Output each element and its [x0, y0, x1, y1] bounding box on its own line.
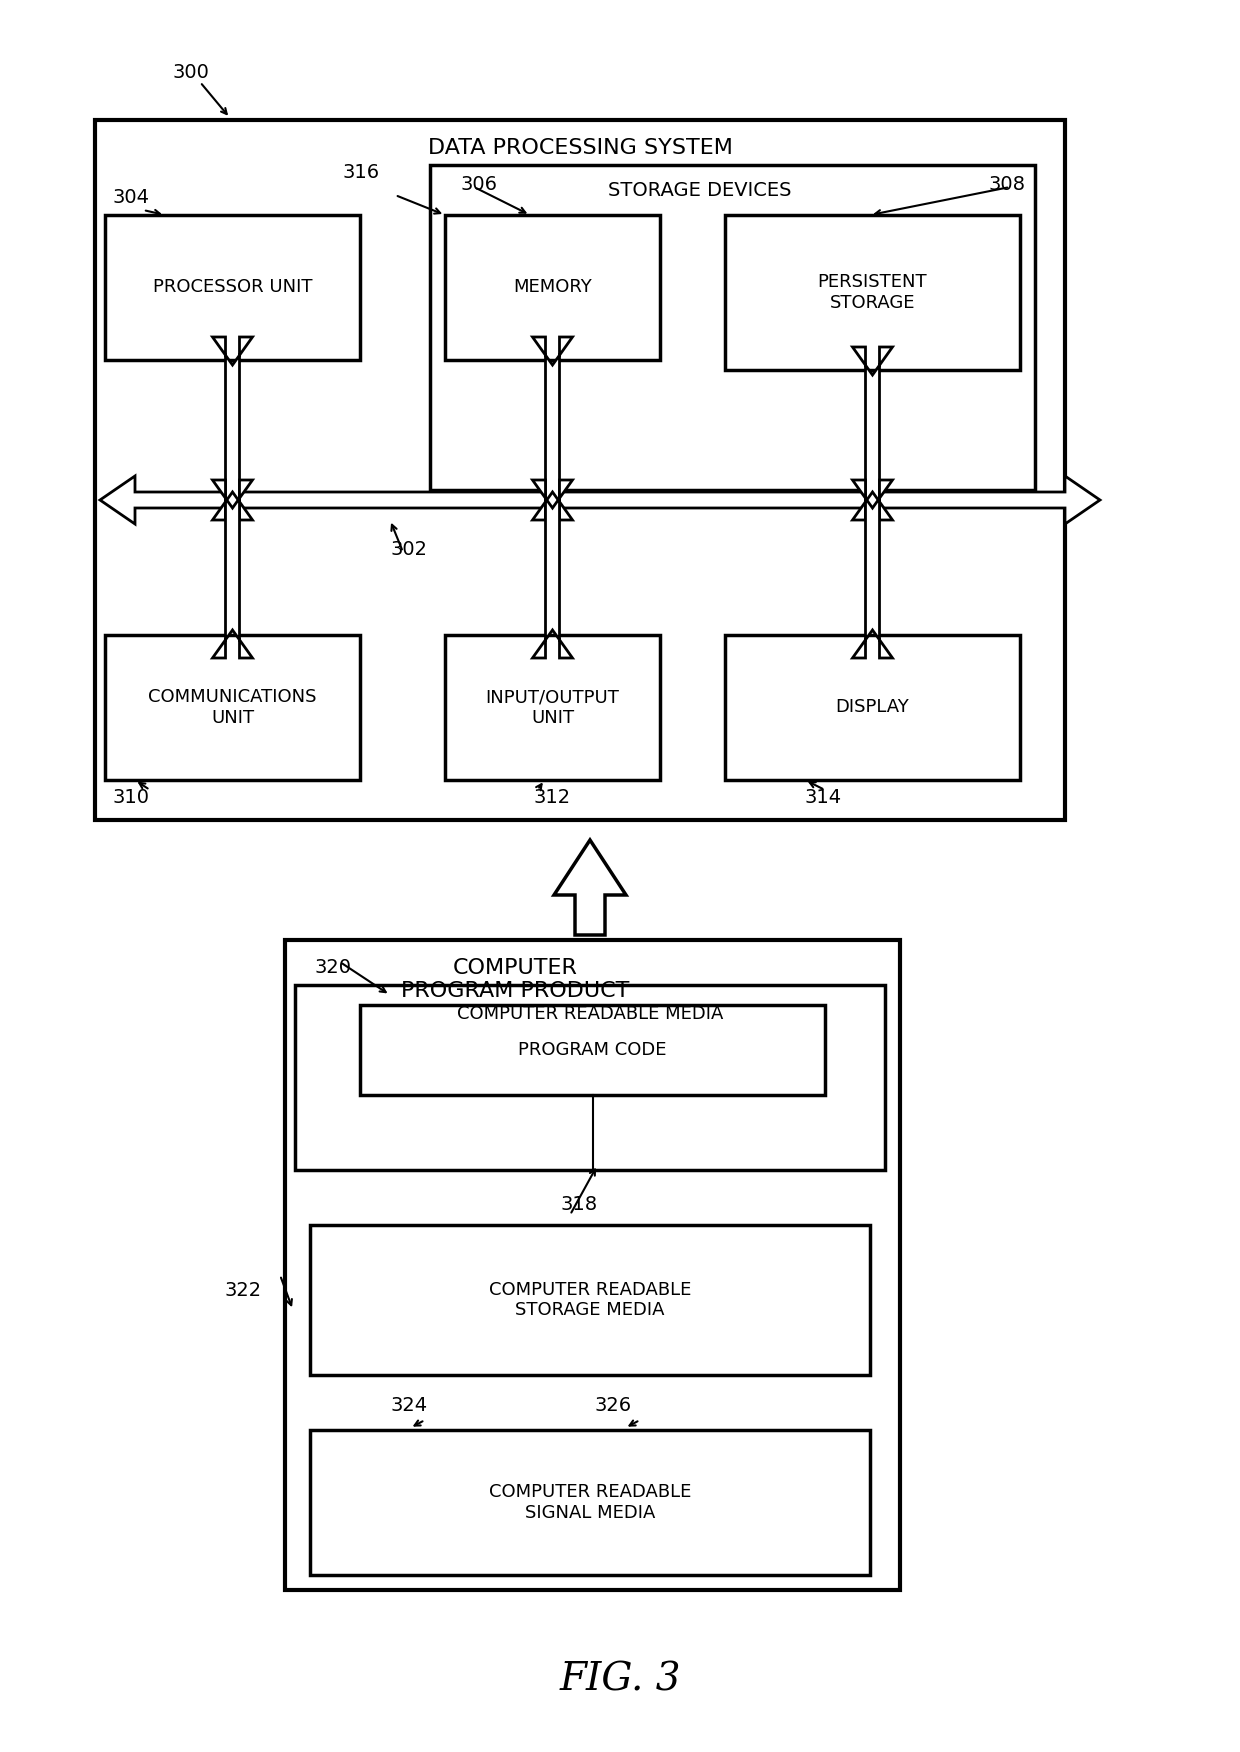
Bar: [445, 215, 660, 359]
Bar: [310, 1225, 870, 1375]
Bar: [445, 634, 660, 780]
Text: 304: 304: [113, 187, 150, 207]
Bar: [95, 119, 1065, 820]
Text: COMPUTER
PROGRAM PRODUCT: COMPUTER PROGRAM PRODUCT: [401, 958, 629, 1000]
Text: DATA PROCESSING SYSTEM: DATA PROCESSING SYSTEM: [428, 138, 733, 158]
Text: 318: 318: [560, 1195, 598, 1214]
Bar: [310, 1430, 870, 1575]
Polygon shape: [853, 347, 893, 520]
Text: INPUT/OUTPUT
UNIT: INPUT/OUTPUT UNIT: [486, 689, 620, 727]
Bar: [295, 985, 885, 1170]
Text: 322: 322: [224, 1281, 262, 1300]
Text: 324: 324: [391, 1396, 427, 1416]
Text: 308: 308: [988, 175, 1025, 194]
Text: COMPUTER READABLE
SIGNAL MEDIA: COMPUTER READABLE SIGNAL MEDIA: [489, 1484, 691, 1522]
Text: 314: 314: [805, 788, 842, 808]
Polygon shape: [212, 480, 253, 659]
Polygon shape: [532, 336, 573, 520]
Text: STORAGE DEVICES: STORAGE DEVICES: [609, 182, 792, 200]
Bar: [430, 165, 1035, 491]
Text: 302: 302: [391, 540, 427, 559]
Bar: [285, 941, 900, 1591]
Bar: [105, 215, 360, 359]
Polygon shape: [554, 839, 626, 936]
Text: 300: 300: [172, 63, 208, 82]
Text: PROCESSOR UNIT: PROCESSOR UNIT: [153, 279, 312, 296]
Text: 316: 316: [343, 163, 379, 182]
Text: 326: 326: [595, 1396, 632, 1416]
Polygon shape: [532, 480, 573, 659]
Bar: [105, 634, 360, 780]
Polygon shape: [212, 336, 253, 520]
Text: 310: 310: [113, 788, 150, 808]
Text: DISPLAY: DISPLAY: [836, 699, 909, 717]
Bar: [725, 634, 1021, 780]
Text: 306: 306: [460, 175, 497, 194]
Text: COMPUTER READABLE MEDIA: COMPUTER READABLE MEDIA: [456, 1006, 723, 1023]
Bar: [360, 1006, 825, 1095]
Text: COMMUNICATIONS
UNIT: COMMUNICATIONS UNIT: [149, 689, 316, 727]
Text: FIG. 3: FIG. 3: [559, 1661, 681, 1698]
Text: PERSISTENT
STORAGE: PERSISTENT STORAGE: [817, 273, 928, 312]
Polygon shape: [853, 480, 893, 659]
Text: COMPUTER READABLE
STORAGE MEDIA: COMPUTER READABLE STORAGE MEDIA: [489, 1281, 691, 1319]
Text: 320: 320: [315, 958, 352, 978]
Bar: [725, 215, 1021, 370]
Polygon shape: [100, 477, 1100, 524]
Text: PROGRAM CODE: PROGRAM CODE: [518, 1041, 667, 1058]
Text: 312: 312: [534, 788, 572, 808]
Text: MEMORY: MEMORY: [513, 279, 591, 296]
